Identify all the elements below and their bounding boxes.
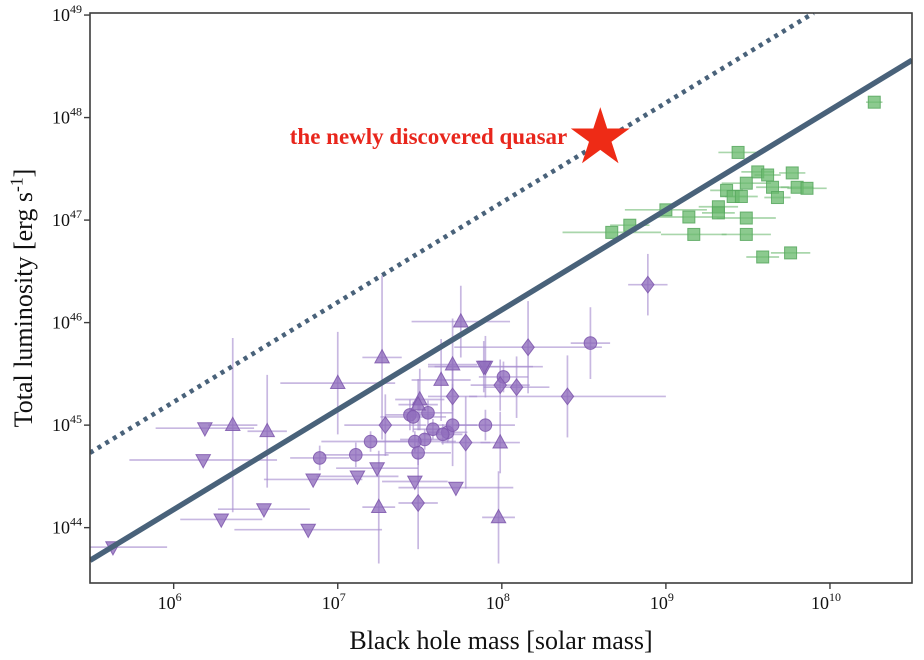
data-point-square (739, 176, 753, 190)
x-axis-tick-label: 1010 (811, 590, 841, 613)
data-point-square (734, 190, 748, 204)
data-point-triangle-down (349, 470, 366, 486)
data-point-square (770, 191, 784, 205)
x-axis-tick-label: 108 (486, 590, 510, 613)
y-axis-tick-label: 1045 (52, 412, 82, 435)
data-point-square (605, 225, 619, 239)
data-point-triangle-down (255, 503, 272, 519)
data-point-square (711, 206, 725, 220)
data-point-triangle-up (444, 355, 461, 371)
data-point-triangle-up (452, 312, 469, 328)
data-point-square (682, 210, 696, 224)
data-point-square (739, 227, 753, 241)
y-axis-tick-label: 1046 (52, 310, 82, 333)
data-point-square (761, 168, 775, 182)
data-point-square (785, 166, 799, 180)
data-point-circle (312, 451, 327, 465)
data-point-triangle-up (490, 508, 507, 524)
plot-data-group (90, 13, 912, 564)
data-point-triangle-up (433, 371, 450, 386)
data-point-diamond (493, 376, 508, 395)
data-point-square (731, 145, 745, 159)
data-point-triangle-up (374, 348, 391, 364)
y-axis-label: Total luminosity [erg s-1] (6, 168, 39, 428)
annotation-label: the newly discovered quasar (289, 124, 568, 150)
data-point-circle (411, 446, 425, 460)
data-point-triangle-down (305, 473, 322, 489)
data-point-triangle-down (196, 422, 213, 438)
data-point-diamond (521, 338, 535, 357)
data-point-square (800, 181, 814, 195)
data-point-triangle-up (224, 416, 241, 432)
data-point-circle (408, 434, 422, 449)
data-point-triangle-down (213, 513, 230, 529)
y-axis-tick-label: 1047 (52, 207, 82, 230)
y-axis-label-main: Total luminosity [erg s (9, 192, 38, 428)
data-point-triangle-up (492, 433, 509, 449)
data-point-circle (583, 336, 598, 350)
data-point-circle (363, 434, 378, 449)
x-axis-label: Black hole mass [solar mass] (349, 626, 653, 655)
y-axis-tick-label: 1044 (52, 515, 82, 538)
data-point-square (687, 227, 701, 241)
data-point-diamond (378, 415, 393, 435)
data-point-triangle-up (259, 422, 276, 438)
data-point-triangle-down (195, 454, 212, 469)
data-point-circle (406, 410, 421, 424)
data-point-diamond (560, 387, 575, 406)
data-point-diamond (641, 275, 655, 294)
x-axis-tick-label: 107 (322, 590, 346, 613)
plot-border (89, 12, 913, 584)
data-point-triangle-up (410, 395, 427, 411)
quasar-star-marker (570, 107, 630, 164)
data-point-triangle-up (329, 374, 346, 389)
y-axis-label-superscript: -1 (6, 177, 27, 193)
data-point-triangle-down (300, 523, 317, 539)
data-point-triangle-down (447, 481, 464, 497)
y-axis-tick-label: 1048 (52, 105, 82, 128)
y-axis-tick-label: 1049 (52, 2, 82, 25)
data-point-circle (478, 418, 493, 432)
eddington-dotted-line (90, 13, 815, 455)
data-point-triangle-up (370, 498, 387, 514)
relation-solid-line (90, 57, 912, 563)
data-point-triangle-down (406, 475, 423, 491)
x-axis-tick-label: 106 (158, 590, 182, 613)
data-point-triangle-down (475, 360, 492, 376)
x-axis-tick-label: 109 (650, 590, 674, 613)
data-point-square (756, 250, 770, 264)
data-point-diamond (509, 378, 524, 397)
data-point-diamond (458, 433, 473, 452)
data-point-square (784, 246, 798, 260)
y-axis-label-close: ] (9, 168, 38, 178)
data-point-diamond (445, 387, 460, 406)
data-point-circle (348, 448, 363, 462)
data-point-circle (445, 418, 460, 432)
data-point-diamond (411, 493, 425, 513)
data-point-triangle-down (369, 462, 386, 478)
data-point-square (739, 211, 753, 225)
data-point-square (867, 95, 881, 109)
data-point-circle (435, 427, 450, 442)
